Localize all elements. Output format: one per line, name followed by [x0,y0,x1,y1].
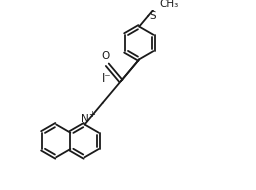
Text: +: + [88,110,94,119]
Text: CH₃: CH₃ [159,0,178,9]
Text: O: O [101,51,110,61]
Text: S: S [149,11,156,21]
Text: I⁻: I⁻ [101,72,111,85]
Text: N: N [81,114,88,124]
